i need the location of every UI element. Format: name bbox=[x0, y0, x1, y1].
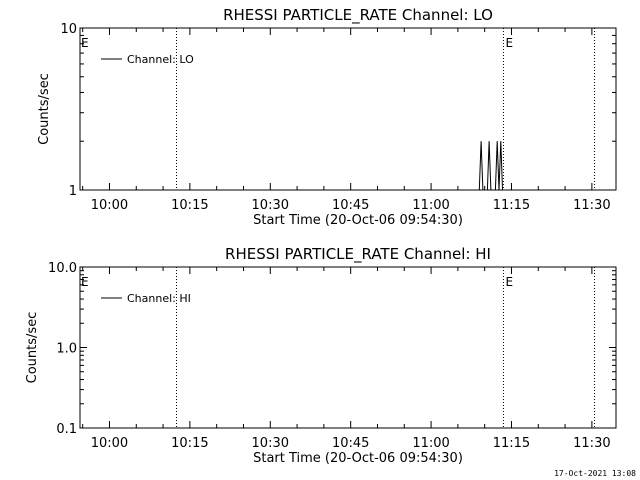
panel1-x-tick-label: 10:45 bbox=[332, 198, 369, 213]
panel2-y-tick-label: 0.1 bbox=[56, 422, 77, 437]
panel1-y-tick-label: 10 bbox=[60, 22, 77, 37]
panel2-ylabel: Counts/sec bbox=[25, 312, 40, 384]
panel1-x-tick-label: 11:15 bbox=[493, 198, 530, 213]
panel2-xlabel: Start Time (20-Oct-06 09:54:30) bbox=[253, 451, 463, 466]
panel2-y-tick-label: 1.0 bbox=[56, 342, 77, 357]
panel1-ylabel: Counts/sec bbox=[37, 73, 52, 145]
panel2-x-tick-label: 10:30 bbox=[252, 436, 289, 451]
panel2-edge-label: E bbox=[81, 275, 89, 289]
panel1-x-tick-label: 11:30 bbox=[573, 198, 610, 213]
panel1-time-marker-label: E bbox=[505, 36, 513, 50]
panel2-x-tick-label: 10:45 bbox=[332, 436, 369, 451]
panel2-x-tick-label: 11:00 bbox=[412, 436, 449, 451]
panel1-xlabel: Start Time (20-Oct-06 09:54:30) bbox=[253, 213, 463, 228]
panel1-x-tick-label: 10:30 bbox=[252, 198, 289, 213]
footer-timestamp: 17-Oct-2021 13:08 bbox=[554, 469, 636, 478]
panel1-x-tick-label: 10:00 bbox=[91, 198, 128, 213]
panel2-y-tick-label: 10.0 bbox=[48, 261, 77, 276]
panel1-y-tick-label: 1 bbox=[69, 184, 77, 199]
panel2-time-marker-label: E bbox=[505, 275, 513, 289]
panel2-x-tick-label: 11:30 bbox=[573, 436, 610, 451]
panel2-x-tick-label: 10:00 bbox=[91, 436, 128, 451]
panel2-title: RHESSI PARTICLE_RATE Channel: HI bbox=[225, 245, 491, 264]
panel1-x-tick-label: 11:00 bbox=[412, 198, 449, 213]
panel1-edge-label: E bbox=[81, 36, 89, 50]
panel2-x-tick-label: 11:15 bbox=[493, 436, 530, 451]
panel2-legend-label: Channel: HI bbox=[127, 292, 191, 305]
panel1-plot-frame bbox=[79, 27, 617, 191]
panel1-series-line bbox=[478, 141, 503, 191]
panel2-x-tick-label: 10:15 bbox=[171, 436, 208, 451]
panel1-x-tick-label: 10:15 bbox=[171, 198, 208, 213]
panel1-title: RHESSI PARTICLE_RATE Channel: LO bbox=[223, 6, 493, 25]
panel1-legend-label: Channel: LO bbox=[127, 53, 194, 66]
